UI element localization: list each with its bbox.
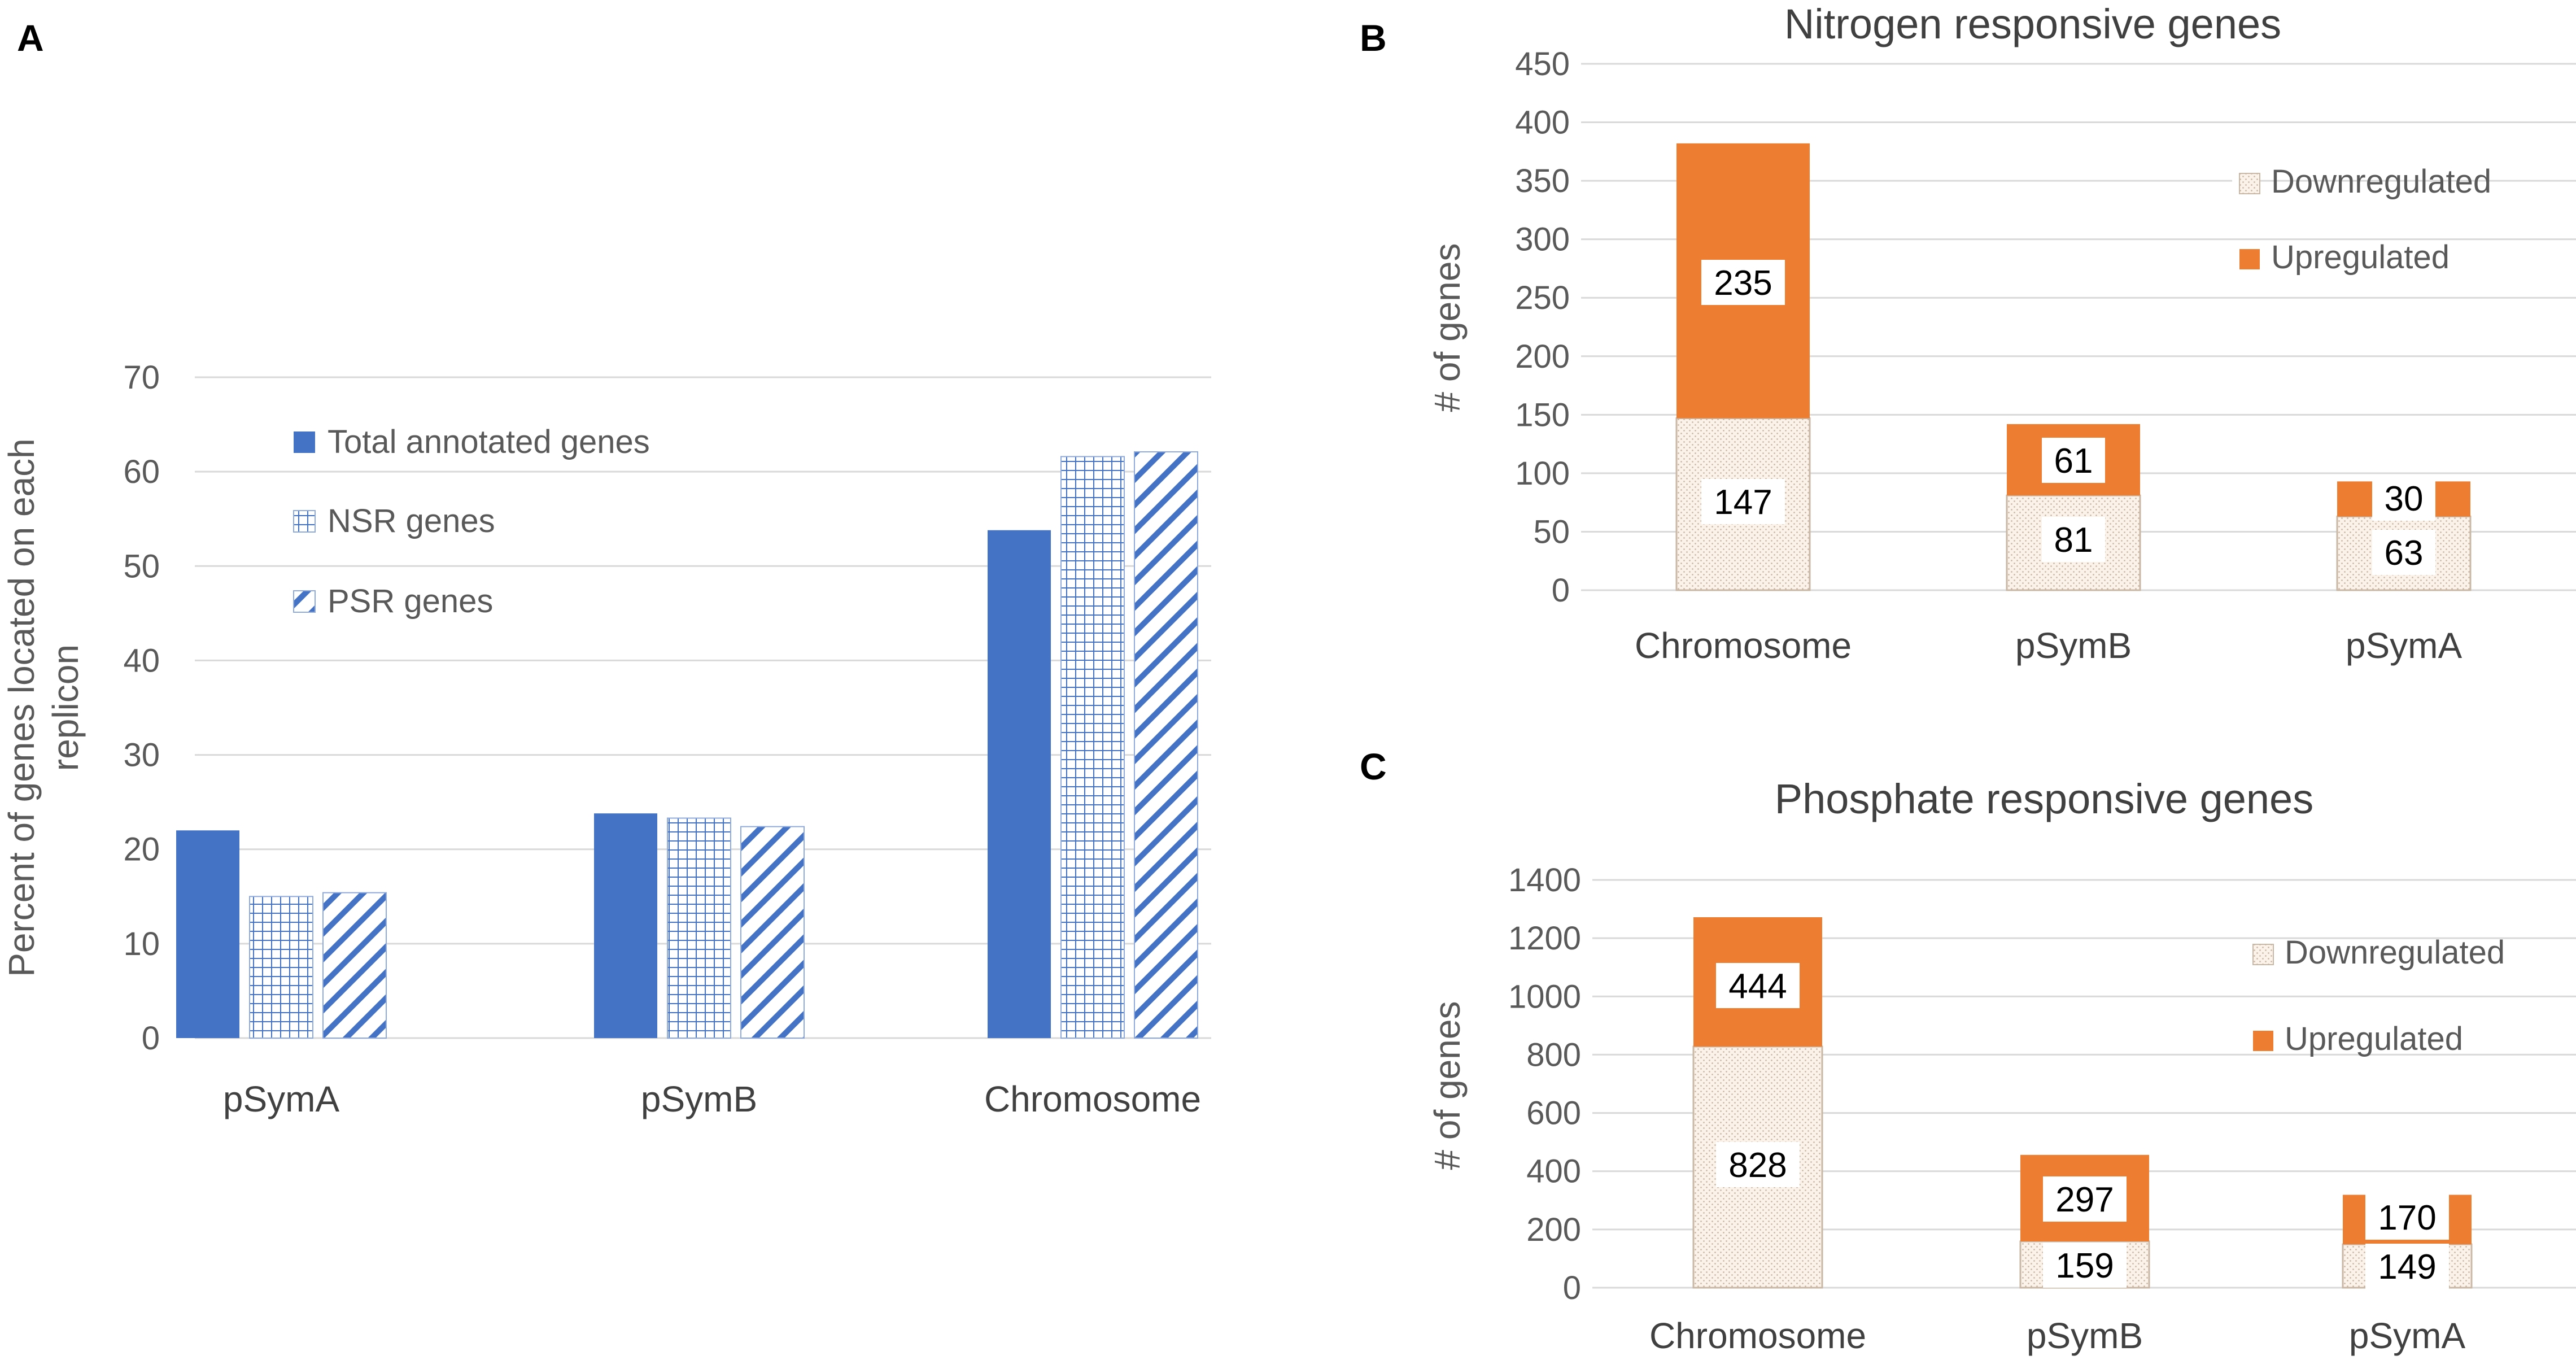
y-tick-label: 800	[1526, 1036, 1581, 1073]
data-label-upregulated: 235	[1714, 264, 1772, 303]
data-label-box	[2043, 1243, 2127, 1288]
legend-swatch	[2252, 944, 2274, 965]
panel-b-letter: B	[1360, 17, 1387, 59]
legend-swatch	[293, 510, 316, 533]
legend-label: Total annotated genes	[328, 424, 650, 460]
legend-label: Downregulated	[2285, 934, 2505, 971]
data-label-upregulated: 61	[2054, 442, 2093, 481]
bar-total-annotated-genes-psymb	[594, 813, 657, 1038]
y-tick-label: 70	[123, 359, 160, 396]
y-axis-title: # of genes	[1427, 1001, 1468, 1170]
y-tick-label: 1000	[1508, 978, 1581, 1015]
y-tick-label: 250	[1515, 280, 1570, 316]
legend-swatch	[293, 590, 316, 613]
legend-label: Upregulated	[2271, 239, 2450, 276]
y-tick-label: 20	[123, 831, 160, 868]
panel-c: C Phosphate responsive genes 0 200 400 600 800…	[1360, 746, 2576, 1356]
data-label-box	[2372, 476, 2435, 521]
legend: Downregulated Upregulated	[2246, 934, 2505, 1057]
y-tick-label: 600	[1526, 1095, 1581, 1132]
bar-total-annotated-genes-chromosome	[988, 530, 1051, 1038]
y-tick-label: 150	[1515, 396, 1570, 433]
y-axis-title: # of genes	[1427, 243, 1468, 412]
panel-b: B Nitrogen responsive genes 0 50 100 150 200 25…	[1360, 1, 2576, 666]
legend: Total annotated genes NSR genes PSR genes	[293, 424, 650, 620]
y-tick-label: 40	[123, 642, 160, 679]
data-label-box	[2365, 1244, 2449, 1289]
x-category-label: pSymA	[2346, 625, 2463, 666]
legend-swatch	[2239, 173, 2260, 194]
x-category-label: pSymA	[223, 1079, 340, 1119]
data-label-box	[2042, 438, 2105, 483]
y-tick-label: 100	[1515, 455, 1570, 492]
y-tick-label: 400	[1515, 104, 1570, 141]
bar-psr-genes-psymb	[740, 826, 805, 1039]
x-category-label: Chromosome	[1649, 1315, 1866, 1356]
x-category-label: Chromosome	[984, 1079, 1201, 1119]
data-label-box	[2043, 1176, 2127, 1222]
y-tick-label: 50	[123, 548, 160, 585]
data-label-upregulated: 170	[2378, 1198, 2436, 1237]
panel-a: A 0 10 20 30 40 50 60 70 pSymA pSymB Chromosome Perc…	[1, 17, 1211, 1119]
chart-title: Phosphate responsive genes	[1775, 775, 2313, 822]
y-tick-label: 30	[123, 737, 160, 774]
panel-c-letter: C	[1360, 746, 1387, 787]
y-tick-label: 0	[1563, 1270, 1581, 1306]
data-label-upregulated: 444	[1728, 967, 1787, 1006]
y-tick-label: 200	[1526, 1211, 1581, 1248]
y-tick-label: 0	[1552, 572, 1570, 609]
legend: Downregulated Upregulated	[2232, 163, 2491, 276]
y-tick-label: 400	[1526, 1153, 1581, 1190]
y-axis-title-line: replicon	[45, 644, 86, 771]
x-category-label: pSymB	[2027, 1315, 2143, 1356]
y-tick-label: 10	[123, 926, 160, 962]
data-label-box	[1701, 260, 1785, 305]
data-label-box	[2365, 1195, 2449, 1240]
data-label-box	[1716, 963, 1800, 1008]
data-label-upregulated: 297	[2055, 1180, 2114, 1219]
legend-label: PSR genes	[328, 583, 493, 620]
data-label-downregulated: 149	[2378, 1248, 2436, 1287]
y-tick-label: 350	[1515, 163, 1570, 199]
bar-psr-genes-psyma	[322, 892, 387, 1039]
chart-title: Nitrogen responsive genes	[1784, 1, 2281, 47]
bar-nsr-genes-psymb	[667, 817, 731, 1039]
legend-swatch	[294, 431, 315, 453]
legend-label: Downregulated	[2271, 163, 2491, 200]
y-tick-label: 300	[1515, 221, 1570, 258]
y-tick-label: 0	[142, 1020, 160, 1057]
data-label-box	[2372, 530, 2435, 575]
data-label-downregulated: 159	[2055, 1246, 2114, 1285]
data-label-box	[1716, 1142, 1800, 1187]
y-axis-title-line: Percent of genes located on each	[1, 438, 42, 977]
bar-total-annotated-genes-psyma	[176, 830, 239, 1038]
x-category-label: pSymA	[2349, 1315, 2466, 1356]
y-axis-title: Percent of genes located on eachreplicon	[1, 438, 86, 977]
panel-a-letter: A	[17, 17, 44, 59]
x-category-label: pSymB	[641, 1079, 757, 1119]
data-label-downregulated: 63	[2385, 534, 2424, 573]
y-tick-label: 60	[123, 454, 160, 490]
data-label-downregulated: 81	[2054, 521, 2093, 560]
bar-nsr-genes-chromosome	[1060, 456, 1125, 1039]
data-label-box	[2042, 517, 2105, 562]
legend-label: NSR genes	[328, 503, 495, 539]
data-label-downregulated: 147	[1714, 483, 1772, 522]
x-category-label: pSymB	[2015, 625, 2132, 666]
bar-psr-genes-chromosome	[1134, 451, 1198, 1039]
y-tick-label: 200	[1515, 338, 1570, 375]
bar-nsr-genes-psyma	[249, 896, 313, 1039]
x-category-label: Chromosome	[1635, 625, 1852, 666]
legend-swatch	[2239, 249, 2260, 269]
data-label-box	[1701, 479, 1785, 524]
y-tick-label: 50	[1533, 513, 1570, 550]
legend-swatch	[2253, 1031, 2273, 1051]
legend-label: Upregulated	[2285, 1021, 2463, 1057]
y-tick-label: 1400	[1508, 862, 1581, 899]
y-tick-label: 450	[1515, 46, 1570, 82]
data-label-downregulated: 828	[1728, 1146, 1787, 1185]
data-label-upregulated: 30	[2385, 480, 2424, 518]
y-tick-label: 1200	[1508, 920, 1581, 957]
